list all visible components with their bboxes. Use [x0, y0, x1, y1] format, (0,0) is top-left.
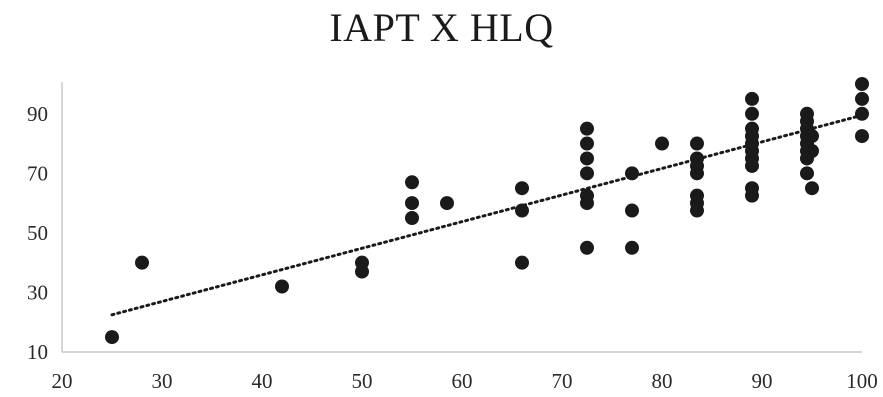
y-tick-label: 30 — [27, 280, 48, 304]
x-tick-label: 90 — [752, 369, 773, 393]
data-point — [800, 166, 814, 181]
data-point — [405, 211, 419, 225]
data-point — [805, 129, 819, 144]
data-point — [690, 136, 704, 151]
tick-labels: 20 30 40 50 60 70 80 90 100 10 30 50 70 90 — [27, 102, 878, 393]
y-tick-label: 70 — [27, 161, 48, 185]
trendline — [110, 113, 864, 317]
data-point — [745, 91, 759, 106]
data-point — [690, 188, 704, 203]
data-point — [355, 255, 369, 270]
data-point — [580, 240, 594, 255]
y-tick-label: 50 — [27, 221, 48, 245]
data-point — [440, 196, 454, 211]
x-tick-label: 50 — [352, 369, 373, 393]
data-point — [105, 330, 119, 345]
data-point — [745, 181, 759, 196]
axes — [61, 82, 862, 353]
x-tick-label: 100 — [846, 369, 878, 393]
data-point — [580, 151, 594, 166]
x-tick-label: 70 — [552, 369, 573, 393]
x-tick-label: 60 — [452, 369, 473, 393]
data-point — [515, 181, 529, 196]
y-tick-label: 90 — [27, 102, 48, 126]
trendline-layer — [110, 113, 864, 317]
data-point — [855, 129, 869, 144]
data-point — [625, 166, 639, 181]
data-point — [625, 203, 639, 218]
data-point — [405, 196, 419, 211]
data-point — [855, 106, 869, 121]
data-point — [745, 121, 759, 136]
data-point — [855, 91, 869, 106]
data-point — [580, 121, 594, 136]
data-point — [135, 255, 149, 270]
data-point — [800, 106, 814, 121]
chart-title: IAPT X HLQ — [329, 5, 554, 50]
x-tick-label: 40 — [252, 369, 273, 393]
data-point — [655, 136, 669, 151]
data-point — [690, 151, 704, 166]
data-point — [515, 255, 529, 270]
x-tick-label: 20 — [52, 369, 73, 393]
data-point — [805, 144, 819, 158]
data-point — [275, 279, 289, 294]
x-tick-label: 80 — [652, 369, 673, 393]
x-tick-label: 30 — [152, 369, 173, 393]
y-tick-label: 10 — [27, 340, 48, 364]
data-point — [580, 188, 594, 203]
data-point — [515, 203, 529, 218]
data-point — [855, 77, 869, 91]
data-point — [405, 175, 419, 190]
data-point — [580, 166, 594, 181]
data-point — [805, 181, 819, 196]
data-points — [105, 77, 869, 345]
data-point — [625, 240, 639, 255]
data-point — [745, 106, 759, 121]
data-point — [580, 136, 594, 151]
